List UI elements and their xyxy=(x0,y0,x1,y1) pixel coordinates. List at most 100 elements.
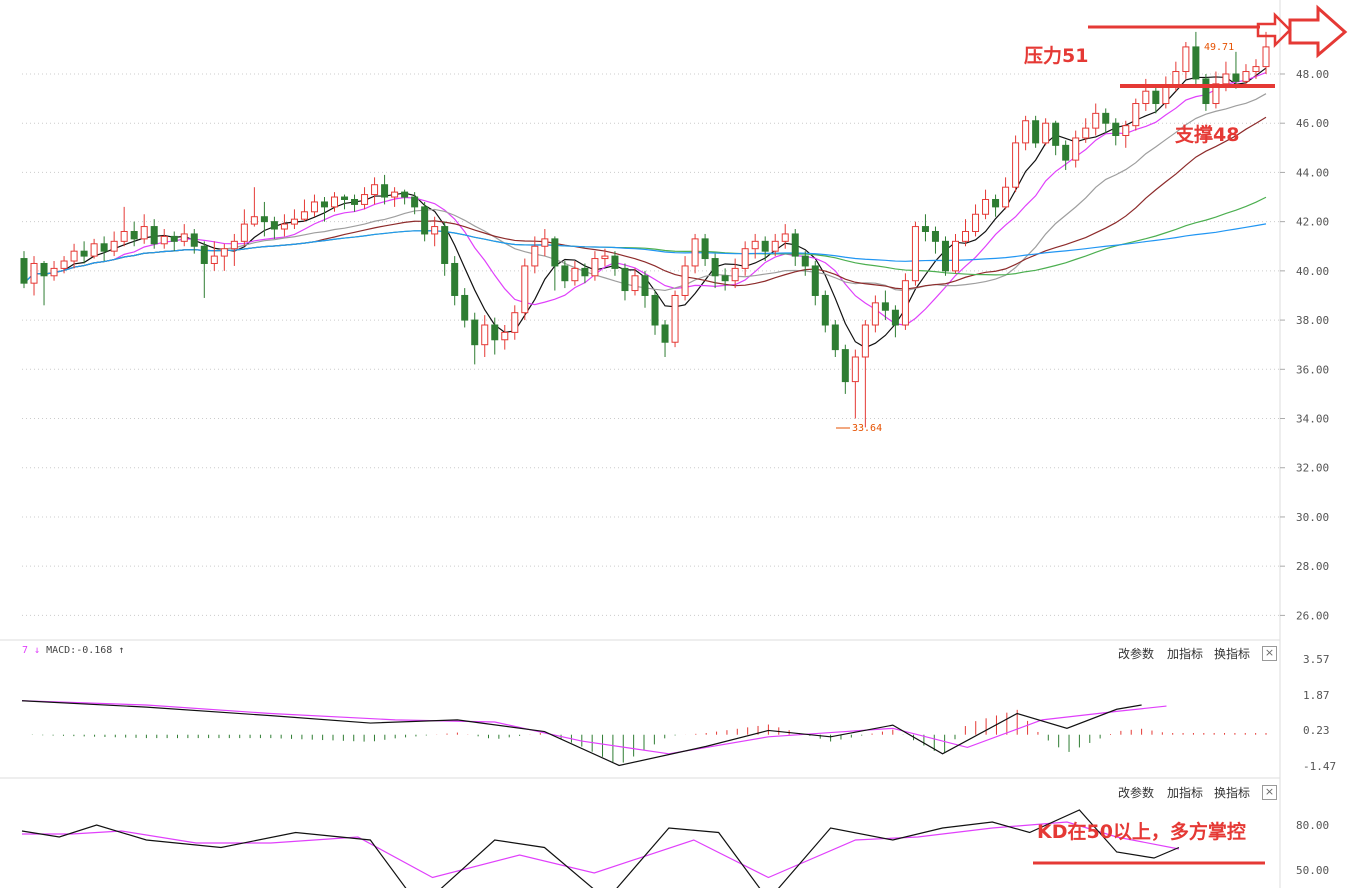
candle xyxy=(851,349,859,419)
macd-label: 7 ↓ MACD:-0.168 ↑ xyxy=(22,645,124,656)
add-indicator-button[interactable]: 加指标 xyxy=(1167,647,1204,661)
candle xyxy=(821,290,829,333)
candle xyxy=(1042,118,1050,146)
candle-body xyxy=(441,226,449,264)
candle xyxy=(881,290,889,321)
candle xyxy=(1022,115,1030,151)
candle xyxy=(701,233,709,266)
edit-params-button[interactable]: 改参数 xyxy=(1118,786,1155,800)
close-icon[interactable]: × xyxy=(1262,646,1277,661)
candle-body xyxy=(220,248,228,257)
candle xyxy=(501,325,509,350)
candle xyxy=(841,344,849,394)
candle-body xyxy=(671,294,679,343)
candle-body xyxy=(821,294,829,326)
price-axis-ticks: 26.00 28.00 30.00 32.00 34.00 36.00 38.00 40.00… xyxy=(1280,68,1329,622)
candle-body xyxy=(1012,142,1020,188)
price-tick-label: 28.00 xyxy=(1296,560,1329,573)
price-tick-label: 42.00 xyxy=(1296,216,1329,229)
candle-body xyxy=(711,258,719,277)
candle xyxy=(591,251,599,281)
kd-note: KD在50以上，多方掌控 xyxy=(1037,820,1246,843)
candle-body xyxy=(320,201,328,208)
candle xyxy=(691,233,699,274)
add-indicator-button[interactable]: 加指标 xyxy=(1167,786,1204,800)
candle-body xyxy=(731,267,739,282)
candle-body xyxy=(491,324,499,341)
candle-body xyxy=(1032,120,1040,144)
candle-body xyxy=(771,240,779,252)
candle-body xyxy=(431,226,439,235)
min-price-label: 33.64 xyxy=(852,423,882,434)
candle xyxy=(561,261,569,289)
candle-body xyxy=(1002,186,1010,208)
macd-dif-line xyxy=(21,700,1142,767)
candle-body xyxy=(661,324,669,343)
price-tick-label: 48.00 xyxy=(1296,68,1329,81)
candle xyxy=(911,221,919,286)
edit-params-button[interactable]: 改参数 xyxy=(1118,647,1155,661)
candle xyxy=(190,229,198,254)
candle-body xyxy=(921,226,929,232)
candle xyxy=(811,261,819,306)
switch-indicator-button[interactable]: 换指标 xyxy=(1214,647,1251,661)
candle xyxy=(411,192,419,215)
candle xyxy=(451,256,459,306)
candle xyxy=(611,251,619,276)
candle xyxy=(781,224,789,249)
candle-body xyxy=(501,331,509,341)
candle-body xyxy=(741,248,749,269)
candle-body xyxy=(40,262,48,277)
candle-body xyxy=(60,260,68,269)
candle-body xyxy=(210,255,218,264)
candle-body xyxy=(170,235,178,242)
candle-body xyxy=(1232,73,1240,82)
ma120-line xyxy=(23,223,1267,284)
candle xyxy=(150,219,158,249)
candle xyxy=(130,221,138,247)
candle-body xyxy=(290,218,298,225)
candle-body xyxy=(1132,103,1140,127)
candle xyxy=(260,201,268,237)
candle xyxy=(571,261,579,286)
macd-tick-label: 0.23 xyxy=(1303,724,1330,737)
candle-body xyxy=(1082,127,1090,139)
macd-value: MACD:-0.168 xyxy=(46,645,113,656)
close-icon[interactable]: × xyxy=(1262,785,1277,800)
candle xyxy=(1202,73,1210,111)
candle-body xyxy=(1112,122,1120,137)
candle xyxy=(80,241,88,264)
kd-d-line xyxy=(22,821,1180,879)
candle-body xyxy=(571,267,579,282)
macd-panel: 3.57 1.87 0.23 -1.47 xyxy=(21,653,1336,773)
candle-body xyxy=(1162,85,1170,105)
candle-body xyxy=(150,226,158,245)
candle-body xyxy=(50,267,58,277)
candle-body xyxy=(1262,46,1270,68)
price-tick-label: 44.00 xyxy=(1296,166,1329,179)
candle xyxy=(1142,78,1150,111)
candle-body xyxy=(1122,125,1130,137)
candle-body xyxy=(200,245,208,264)
candle xyxy=(531,236,539,274)
candle-body xyxy=(421,206,429,235)
candle xyxy=(361,187,369,210)
candle xyxy=(511,305,519,340)
price-tick-label: 38.00 xyxy=(1296,314,1329,327)
candle xyxy=(170,231,178,252)
switch-indicator-button[interactable]: 换指标 xyxy=(1214,786,1251,800)
candle xyxy=(341,194,349,210)
price-tick-label: 34.00 xyxy=(1296,413,1329,426)
candle xyxy=(180,224,188,247)
candle-body xyxy=(451,262,459,296)
candle xyxy=(270,216,278,239)
candle-body xyxy=(160,235,168,245)
candle xyxy=(461,288,469,328)
candle xyxy=(791,229,799,266)
arrow-up-icon: ↑ xyxy=(112,645,125,656)
candle-body xyxy=(481,324,489,346)
candle-body xyxy=(270,221,278,230)
candle xyxy=(391,187,399,207)
candle-body xyxy=(1052,122,1060,146)
candle-body xyxy=(561,265,569,282)
